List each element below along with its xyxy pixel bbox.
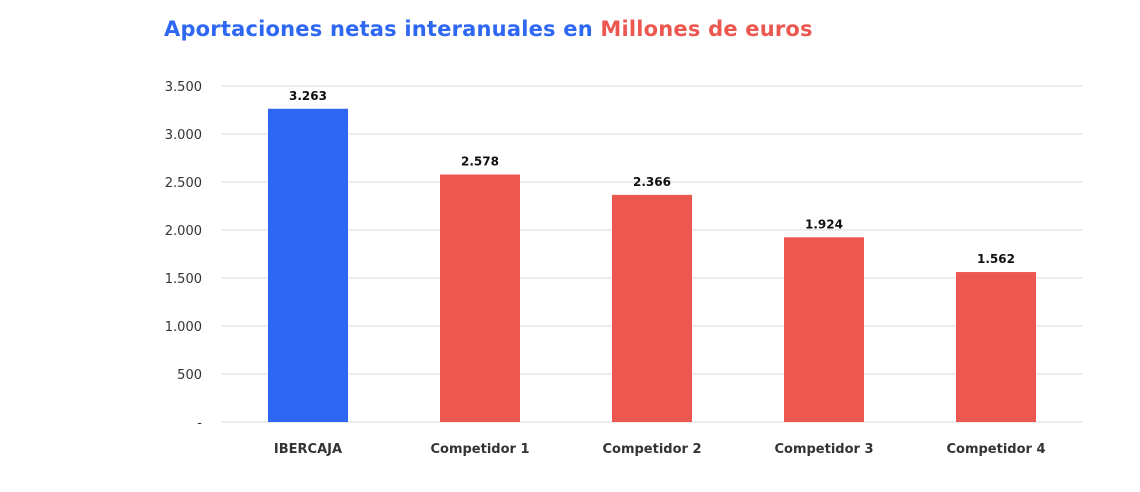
x-tick-label: Competidor 3 [774, 442, 873, 457]
y-tick-label: 1.500 [165, 272, 202, 287]
y-tick-label: - [197, 416, 202, 431]
y-tick-label: 3.000 [165, 128, 202, 143]
data-label: 2.578 [461, 155, 499, 169]
bar [612, 194, 692, 422]
y-tick-label: 3.500 [165, 80, 202, 95]
x-tick-label: IBERCAJA [274, 442, 342, 457]
data-label: 3.263 [289, 89, 327, 103]
chart-title-part2: Millones de euros [600, 17, 813, 41]
data-label: 1.562 [977, 252, 1015, 266]
bar [268, 108, 348, 422]
data-label: 1.924 [805, 217, 843, 231]
y-tick-label: 2.000 [165, 224, 202, 239]
y-tick-label: 1.000 [165, 320, 202, 335]
x-tick-label: Competidor 2 [602, 442, 701, 457]
bar [956, 272, 1036, 422]
x-tick-label: Competidor 1 [430, 442, 529, 457]
y-tick-label: 500 [177, 368, 202, 383]
data-label: 2.366 [633, 175, 671, 189]
bar [440, 174, 520, 422]
x-tick-label: Competidor 4 [946, 442, 1045, 457]
chart-title-part1: Aportaciones netas interanuales en [164, 17, 593, 41]
y-tick-label: 2.500 [165, 176, 202, 191]
bar [784, 237, 864, 422]
chart-title: Aportaciones netas interanuales en Millo… [164, 17, 813, 41]
